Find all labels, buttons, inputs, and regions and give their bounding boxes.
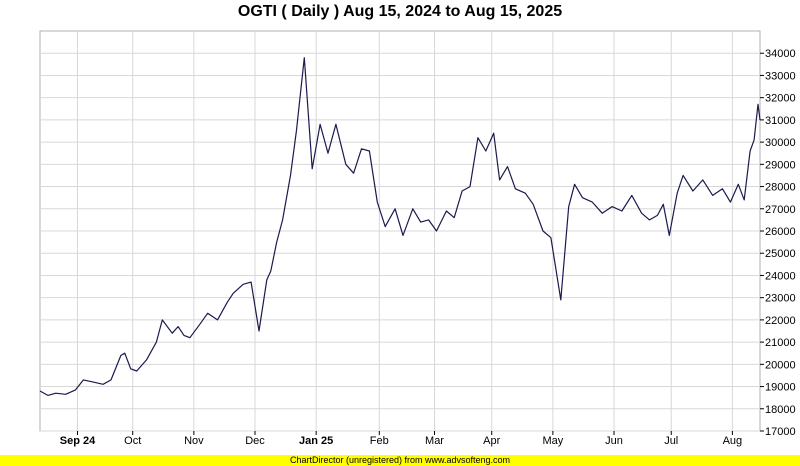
y-tick-label: 25000 [765,248,796,260]
chart-title: OGTI ( Daily ) Aug 15, 2024 to Aug 15, 2… [237,3,563,20]
y-tick-label: 17000 [765,426,796,438]
price-line-layer [39,57,761,396]
y-tick-label: 26000 [765,226,796,238]
y-tick-label: 34000 [765,48,796,60]
y-tick-label: 24000 [765,270,796,282]
y-tick-label: 29000 [765,159,796,171]
y-tick-label: 21000 [765,337,796,349]
y-tick-label: 20000 [765,359,796,371]
price-series-line [39,57,761,396]
x-tick-label: Mar [425,435,444,447]
y-tick-label: 22000 [765,315,796,327]
y-tick-label: 31000 [765,115,796,127]
x-axis: Sep 24 Oct Nov Dec Jan 25 Feb Mar Apr May Jun Jul A… [60,431,742,447]
x-tick-label: Jul [664,435,678,447]
y-tick-label: 33000 [765,70,796,82]
x-tick-label: Aug [723,435,743,447]
chartdirector-watermark: ChartDirector (unregistered) from www.ad… [0,455,800,466]
x-tick-label: May [542,435,563,447]
y-tick-label: 27000 [765,204,796,216]
x-tick-label: Apr [483,435,500,447]
x-tick-label: Feb [370,435,389,447]
x-tick-label: Jun [605,435,623,447]
x-tick-label: Jan 25 [299,435,333,447]
y-axis: 17000 18000 19000 20000 21000 22000 23000 24000… [760,48,796,438]
y-tick-label: 19000 [765,382,796,394]
y-tick-label: 18000 [765,404,796,416]
x-tick-label: Sep 24 [60,435,96,447]
y-tick-label: 23000 [765,293,796,305]
gridlines [40,31,760,432]
x-tick-label: Oct [124,435,141,447]
y-tick-label: 30000 [765,137,796,149]
x-tick-label: Nov [184,435,204,447]
y-tick-label: 32000 [765,93,796,105]
x-tick-label: Dec [245,435,265,447]
y-tick-label: 28000 [765,182,796,194]
